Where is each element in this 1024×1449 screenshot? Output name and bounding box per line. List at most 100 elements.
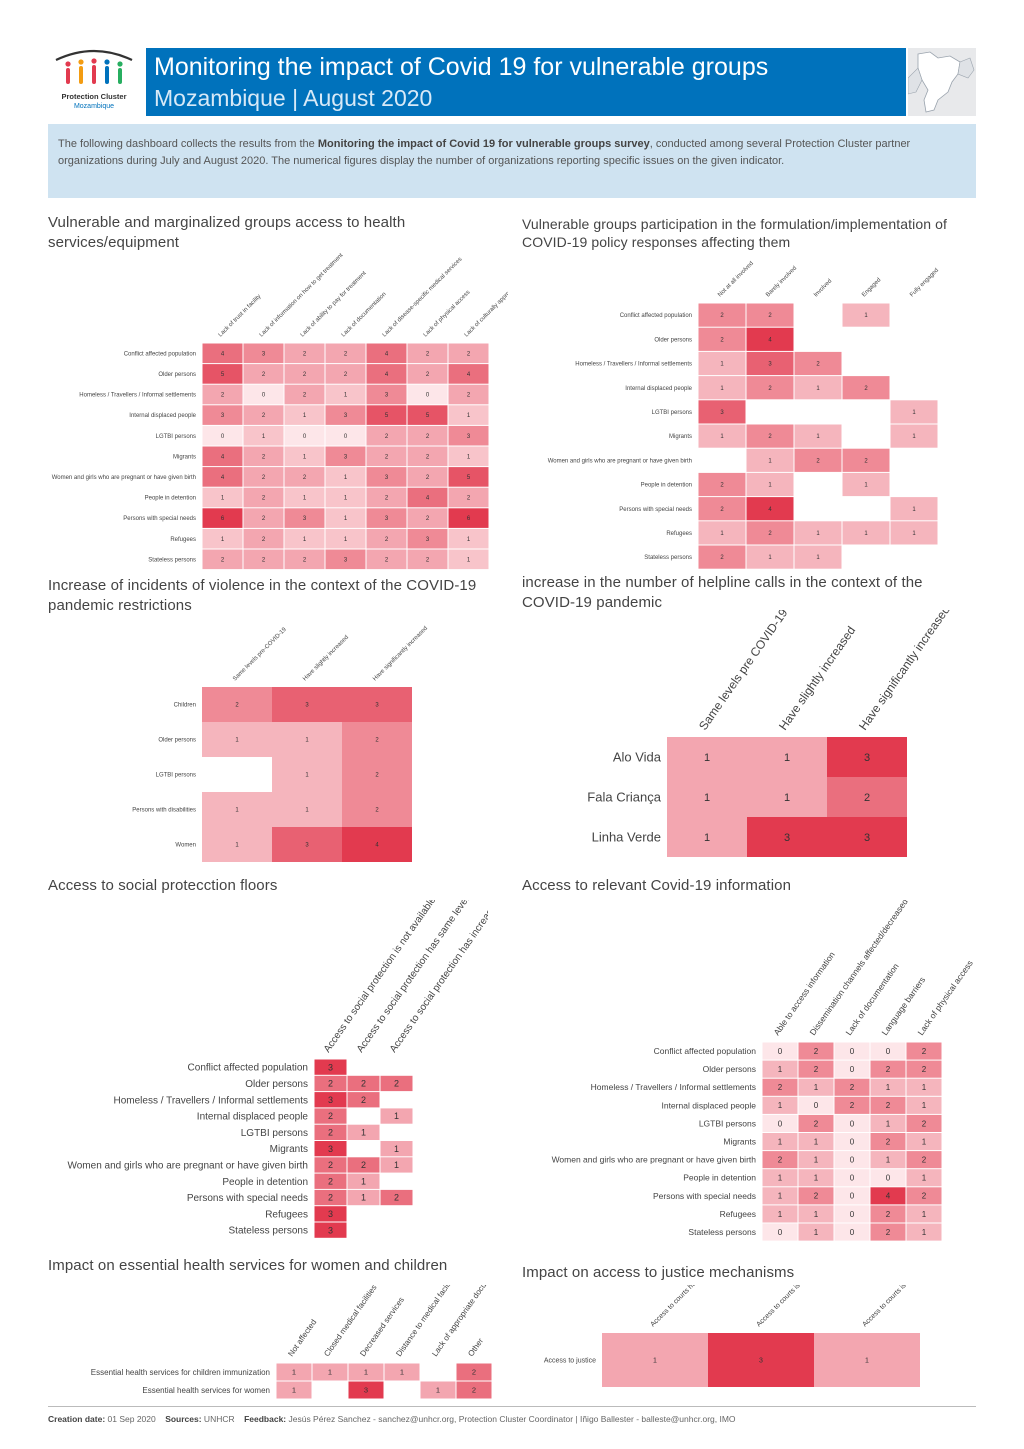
cell-value: 2 [375, 808, 379, 814]
row-label: Older persons [703, 1064, 756, 1074]
cell-value: 1 [720, 531, 724, 537]
cell-value: 3 [328, 1209, 333, 1219]
heatmap-cell [380, 1108, 413, 1124]
column-label: Lack of ability to pay for treatment [300, 270, 368, 338]
heatmap-cell [366, 405, 407, 425]
heatmap-cell [698, 376, 746, 400]
heatmap-cell [698, 521, 746, 545]
heatmap-cell [243, 467, 284, 487]
heatmap-cell [906, 1042, 942, 1060]
heatmap-cell [314, 1189, 347, 1206]
heatmap-cell [314, 1222, 347, 1238]
cell-value: 1 [361, 1128, 366, 1138]
cell-value: 2 [922, 1192, 927, 1201]
heatmap-cell [380, 1157, 413, 1173]
heatmap-cell [698, 327, 746, 351]
heatmap-cell [347, 1157, 380, 1173]
cell-value: 2 [850, 1083, 855, 1092]
footer-divider [48, 1406, 976, 1407]
heatmap-cell [448, 487, 489, 508]
cell-value: 1 [262, 434, 266, 440]
heatmap-cell [794, 448, 842, 472]
cell-value: 2 [385, 496, 389, 502]
heatmap-cell [407, 549, 448, 570]
cell-value: 0 [778, 1228, 783, 1237]
heatmap-cell [366, 425, 407, 446]
cell-value: 1 [720, 386, 724, 392]
heatmap-cell [243, 405, 284, 425]
heatmap-cell [870, 1205, 906, 1223]
heatmap-cell [890, 497, 938, 521]
cell-value: 3 [759, 1357, 763, 1364]
heatmap-cell [827, 817, 907, 857]
cell-value: 1 [303, 537, 307, 543]
heatmap-covid-info: 0 2 0 0 2 1 2 0 2 2 2 1 2 1 1 1 0 2 2 1 0 2 0 1 2 1 1 0 2 1 2 1 0 1 2 1 1 0 0 1… [552, 900, 975, 1241]
heatmap-cell [448, 549, 489, 570]
cell-value: 2 [472, 1368, 476, 1377]
heatmap-cell [314, 1075, 347, 1092]
cell-value: 0 [262, 393, 266, 399]
cell-value: 2 [816, 458, 820, 464]
heatmap-cell [202, 487, 243, 508]
heatmap-cell [746, 303, 794, 327]
row-label: Stateless persons [229, 1226, 309, 1237]
cell-value: 2 [262, 372, 266, 378]
cell-value: 1 [400, 1368, 404, 1377]
heatmap-cell [284, 384, 325, 405]
heatmap-cell [448, 364, 489, 384]
cell-value: 0 [850, 1155, 855, 1164]
cell-value: 1 [467, 413, 471, 419]
cell-value: 0 [303, 434, 307, 440]
cell-value: 1 [886, 1083, 891, 1092]
cell-value: 3 [467, 434, 471, 440]
heatmap-cell [202, 827, 272, 862]
heatmap-cell [834, 1133, 870, 1151]
heatmap-cell [834, 1042, 870, 1060]
cell-value: 2 [467, 496, 471, 502]
heatmap-cell [762, 1042, 798, 1060]
heatmap-cell [834, 1060, 870, 1078]
cell-value: 1 [364, 1368, 368, 1377]
heatmap-cell [272, 757, 342, 792]
heatmap-cell [842, 472, 890, 497]
row-label: Homeless / Travellers / Informal settlem… [79, 393, 196, 399]
heatmap-cell [698, 400, 746, 424]
cell-value: 6 [467, 516, 471, 522]
row-label: LGTBI persons [652, 410, 692, 416]
cell-value: 2 [768, 313, 772, 319]
footer-creation-label: Creation date: [48, 1414, 106, 1424]
column-label: Not affected [286, 1318, 318, 1358]
row-label: Internal displaced people [197, 1112, 309, 1123]
heatmap-cell [243, 384, 284, 405]
column-label: Have slightly increased [776, 624, 858, 733]
cell-value: 2 [426, 516, 430, 522]
row-label: Stateless persons [148, 557, 196, 563]
cell-value: 2 [328, 1160, 333, 1170]
logo-figures-icon [55, 49, 133, 84]
cell-value: 1 [303, 496, 307, 502]
cell-value: 4 [886, 1192, 891, 1201]
column-label: Access to courts is unlimited [755, 1285, 822, 1328]
heatmap-cell [325, 364, 366, 384]
heatmap-cell [314, 1206, 347, 1222]
cell-value: 1 [394, 1144, 399, 1154]
heatmap-cell [342, 792, 412, 827]
cell-value: 5 [221, 372, 225, 378]
row-label: LGTBI persons [699, 1118, 756, 1128]
heatmap-cell [325, 343, 366, 364]
row-label: Homeless / Travellers / Informal settlem… [575, 362, 692, 368]
heatmap-cell [762, 1114, 798, 1132]
heatmap-cell [834, 1205, 870, 1223]
cell-value: 1 [720, 362, 724, 368]
row-label: Older persons [654, 337, 692, 343]
cell-value: 1 [886, 1119, 891, 1128]
cell-value: 1 [303, 454, 307, 460]
cell-value: 1 [292, 1386, 296, 1395]
heatmap-cell [762, 1151, 798, 1169]
heatmap-cell [342, 687, 412, 722]
cell-value: 1 [912, 410, 916, 416]
column-label: Access to social protection has increase… [388, 900, 488, 1055]
heatmap-cell [798, 1114, 834, 1132]
cell-value: 3 [426, 537, 430, 543]
row-label: Migrants [669, 434, 692, 440]
